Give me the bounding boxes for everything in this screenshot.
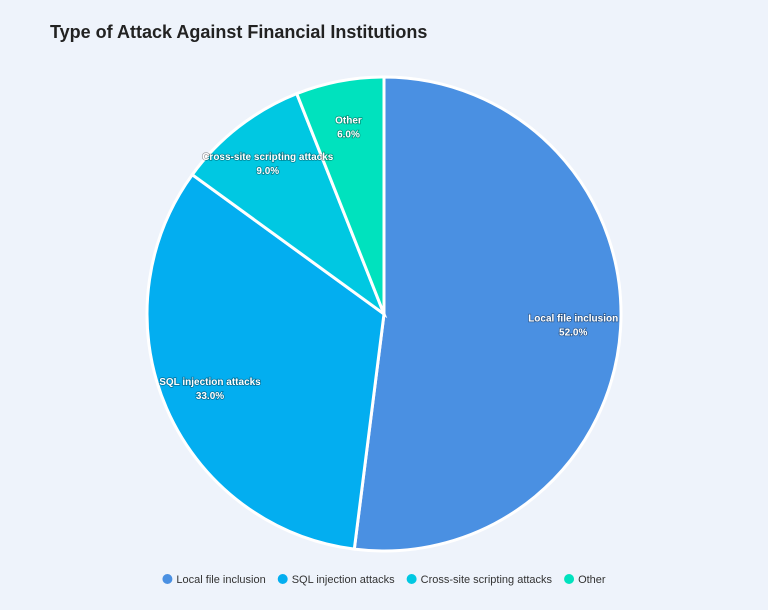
pie-slice bbox=[294, 75, 386, 315]
legend-marker bbox=[162, 574, 173, 584]
legend-marker bbox=[406, 574, 417, 584]
pie-slice bbox=[352, 75, 623, 553]
chart-title: Type of Attack Against Financial Institu… bbox=[50, 22, 427, 42]
pie-slice bbox=[145, 172, 386, 551]
legend-marker bbox=[277, 574, 288, 584]
pie-slice bbox=[190, 91, 388, 319]
slice-value-label: 6.0% bbox=[337, 129, 360, 140]
slice-label: SQL injection attacks bbox=[159, 377, 261, 388]
legend-label: Local file inclusion bbox=[176, 574, 265, 586]
legend-label: Cross-site scripting attacks bbox=[421, 574, 553, 586]
slice-value-label: 9.0% bbox=[256, 166, 279, 177]
slice-value-label: 33.0% bbox=[196, 391, 224, 402]
slice-label: Local file inclusion bbox=[528, 314, 618, 325]
legend-label: SQL injection attacks bbox=[292, 574, 395, 586]
legend-marker bbox=[564, 574, 575, 584]
legend-label: Other bbox=[578, 574, 606, 586]
slice-label: Cross-site scripting attacks bbox=[202, 152, 334, 163]
slice-label: Other bbox=[335, 115, 362, 126]
slice-value-label: 52.0% bbox=[559, 328, 587, 339]
